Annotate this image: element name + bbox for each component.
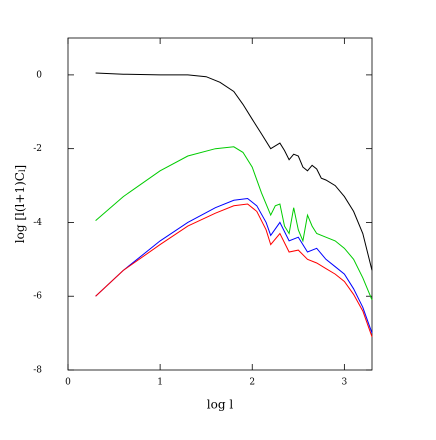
y-tick-label: -4 xyxy=(33,218,42,228)
series-line xyxy=(95,146,373,301)
y-label-sub: l xyxy=(18,169,27,172)
y-tick-label: -2 xyxy=(33,144,42,154)
y-axis-label: log [l(l+1)Cl] xyxy=(13,165,28,243)
series-line xyxy=(95,72,373,271)
x-tick-label: 0 xyxy=(65,378,71,388)
y-tick-label: -8 xyxy=(33,366,42,376)
x-tick-label: 1 xyxy=(157,378,163,388)
x-tick-label: 2 xyxy=(249,378,255,388)
x-axis-label: log l xyxy=(207,398,234,412)
series-line xyxy=(95,203,373,337)
y-label-end: ] xyxy=(13,165,27,170)
x-tick-label: 3 xyxy=(341,378,347,388)
plot-frame xyxy=(67,37,373,371)
y-tick-label: 0 xyxy=(36,70,42,80)
series-line xyxy=(95,197,373,334)
y-label-main: log [l(l+1)C xyxy=(13,172,27,243)
y-tick-label: -6 xyxy=(33,292,42,302)
